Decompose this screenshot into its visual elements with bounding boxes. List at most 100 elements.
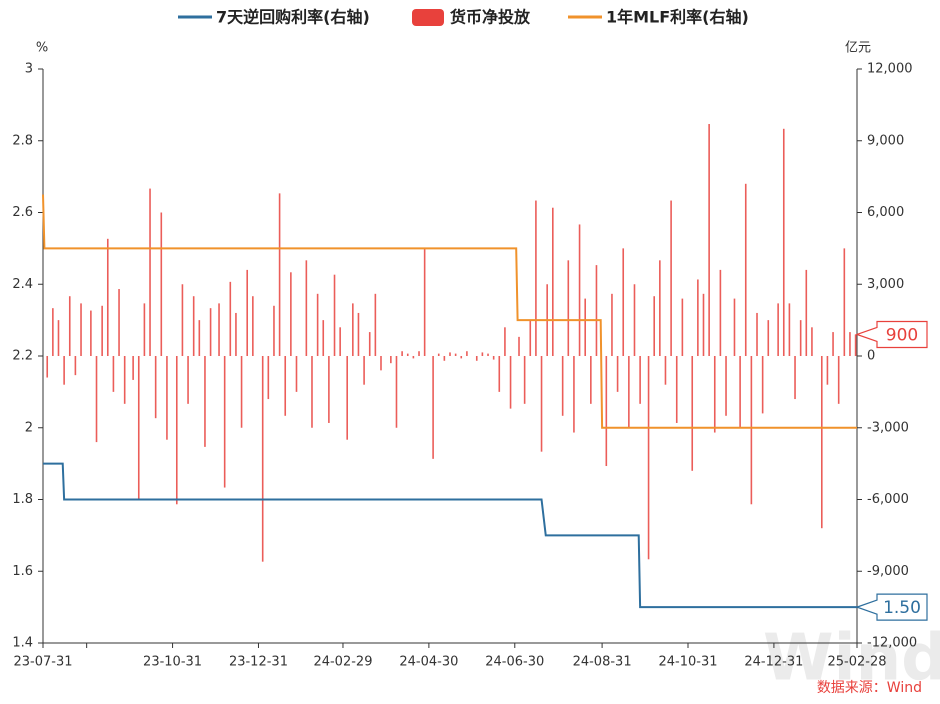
bar: [843, 248, 846, 356]
bar: [90, 310, 92, 356]
bar: [316, 293, 319, 356]
bar: [95, 356, 98, 443]
bar: [328, 356, 330, 423]
bar: [204, 356, 206, 447]
bar: [46, 356, 49, 378]
bar: [590, 356, 592, 404]
y2-tick-label: 6,000: [867, 205, 904, 220]
y-tick-label: 1.6: [12, 564, 33, 579]
bar: [504, 327, 506, 356]
legend-label: 货币净投放: [450, 8, 531, 27]
bar: [681, 298, 684, 356]
y-tick-label: 2: [25, 420, 33, 435]
y-tick-label: 1.4: [12, 636, 33, 651]
bar: [697, 279, 699, 356]
y-unit: %: [36, 41, 48, 56]
bar: [246, 269, 249, 356]
x-tick-label: 23-12-31: [229, 655, 288, 670]
y2-tick-label: -12,000: [867, 636, 917, 651]
bar: [552, 207, 554, 356]
bar: [675, 356, 678, 423]
callout-box: [855, 320, 928, 349]
bar: [647, 356, 650, 560]
x-tick-label: 24-08-31: [573, 655, 632, 670]
bar: [235, 312, 237, 356]
bar: [595, 265, 598, 356]
bar: [346, 356, 348, 440]
bar: [443, 356, 446, 361]
bar: [423, 248, 426, 356]
bar: [374, 293, 377, 356]
x-tick-label: 24-02-29: [313, 655, 372, 670]
bar: [123, 356, 126, 404]
bar: [708, 124, 710, 356]
bar: [380, 356, 382, 371]
bar: [832, 332, 834, 356]
bar: [739, 356, 741, 428]
bar: [633, 284, 636, 356]
bar: [149, 188, 151, 356]
y-tick-label: 2.8: [12, 133, 33, 148]
bar: [540, 356, 543, 452]
bar: [605, 356, 608, 467]
bar: [466, 351, 468, 356]
bar: [750, 356, 753, 505]
bar: [659, 260, 661, 356]
bar: [432, 356, 434, 459]
x-tick-label: 24-04-30: [399, 655, 458, 670]
bar: [805, 269, 808, 356]
bar: [278, 193, 281, 356]
bar: [68, 296, 71, 356]
bar: [80, 303, 82, 356]
bar: [567, 260, 570, 356]
bar: [529, 320, 532, 356]
bar: [454, 353, 457, 356]
line: [42, 194, 857, 429]
y-tick-label: 1.8: [12, 492, 33, 507]
y2-tick-label: 12,000: [867, 62, 913, 77]
bar: [390, 356, 392, 364]
bar: [653, 296, 656, 356]
bar: [826, 356, 829, 385]
bar: [181, 284, 184, 356]
bar: [63, 356, 65, 385]
bar: [639, 356, 641, 404]
bar: [449, 352, 451, 356]
bar: [460, 356, 463, 359]
bar: [584, 298, 586, 356]
bar: [475, 356, 478, 361]
bar: [295, 356, 298, 392]
bar: [143, 303, 146, 356]
y2-tick-label: 9,000: [867, 133, 904, 148]
bar: [118, 289, 120, 356]
bar: [799, 320, 802, 356]
bar: [849, 332, 851, 356]
bar: [561, 356, 564, 416]
bar: [767, 320, 770, 356]
bar: [777, 303, 779, 356]
bar: [487, 353, 489, 356]
bar: [756, 312, 758, 356]
bar: [198, 320, 201, 356]
bar: [160, 212, 163, 356]
bar: [305, 260, 308, 356]
legend-label: 1年MLF利率(右轴): [606, 8, 749, 27]
bar: [74, 356, 77, 376]
bar: [837, 356, 840, 404]
callout-label: 1.50: [883, 598, 921, 618]
y-tick-label: 2.2: [12, 349, 33, 364]
bar: [820, 356, 823, 529]
bar: [218, 303, 220, 356]
bar: [782, 128, 785, 356]
bar: [229, 281, 232, 356]
x-tick-label: 24-10-31: [658, 655, 717, 670]
y-tick-label: 2.4: [12, 277, 33, 292]
y2-tick-label: -9,000: [867, 564, 909, 579]
bar: [811, 327, 813, 356]
callout-label: 900: [886, 325, 918, 345]
bar: [137, 356, 140, 500]
bar: [664, 356, 667, 385]
bar: [518, 336, 520, 356]
bar: [573, 356, 575, 433]
bar: [535, 200, 537, 356]
